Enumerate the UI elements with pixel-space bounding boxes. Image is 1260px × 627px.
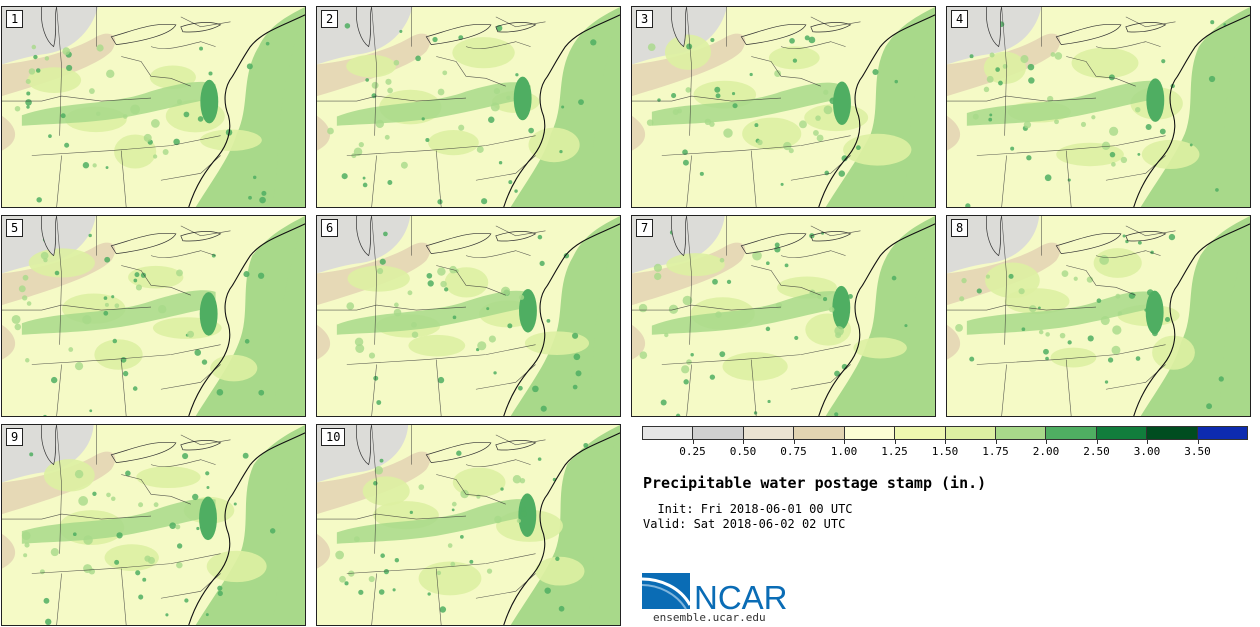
member-label: 3 <box>636 10 654 28</box>
colorbar-tick-label: 1.50 <box>923 440 967 458</box>
member-label: 2 <box>321 10 339 28</box>
ensemble-member-panel-10[interactable]: 10 <box>316 424 621 626</box>
pw-map-8 <box>947 216 1250 416</box>
colorbar-tick-label: 1.00 <box>822 440 866 458</box>
pw-map-7 <box>632 216 935 416</box>
pw-map-10 <box>317 425 620 625</box>
ncar-logo-mark: NCAR <box>641 573 788 616</box>
ensemble-member-panel-7[interactable]: 7 <box>631 215 936 417</box>
colorbar-tick-label: 3.00 <box>1125 440 1169 458</box>
site-url[interactable]: ensemble.ucar.edu <box>653 611 766 624</box>
member-label: 9 <box>6 428 24 446</box>
colorbar-swatch <box>643 427 694 439</box>
colorbar-tick-label: 0.50 <box>721 440 765 458</box>
colorbar-swatch <box>1147 427 1198 439</box>
colorbar-tick-label: 2.00 <box>1024 440 1068 458</box>
ensemble-member-panel-5[interactable]: 5 <box>1 215 306 417</box>
pw-map-5 <box>2 216 305 416</box>
valid-time: Valid: Sat 2018-06-02 02 UTC <box>643 517 846 531</box>
ensemble-member-panel-6[interactable]: 6 <box>316 215 621 417</box>
colorbar-swatch <box>945 427 996 439</box>
colorbar-swatch <box>1046 427 1097 439</box>
ensemble-member-panel-4[interactable]: 4 <box>946 6 1251 208</box>
member-label: 4 <box>951 10 969 28</box>
member-label: 1 <box>6 10 24 28</box>
init-time: Init: Fri 2018-06-01 00 UTC <box>643 502 853 516</box>
member-label: 7 <box>636 219 654 237</box>
pw-map-6 <box>317 216 620 416</box>
colorbar-swatch <box>995 427 1047 439</box>
colorbar-ticks: 0.25 0.50 0.75 1.00 1.25 1.50 1.75 2.00 2.50 3.00… <box>642 440 1248 460</box>
colorbar-swatch <box>1096 427 1148 439</box>
pw-map-1 <box>2 7 305 207</box>
ensemble-member-panel-9[interactable]: 9 <box>1 424 306 626</box>
colorbar-tick-label: 1.25 <box>873 440 917 458</box>
member-label: 8 <box>951 219 969 237</box>
pw-map-9 <box>2 425 305 625</box>
pw-map-3 <box>632 7 935 207</box>
logo-text: NCAR <box>694 579 788 613</box>
pw-map-4 <box>947 7 1250 207</box>
colorbar-swatch <box>895 427 946 439</box>
colorbar-tick-label: 3.50 <box>1176 440 1220 458</box>
chart-title: Precipitable water postage stamp (in.) <box>643 474 987 492</box>
colorbar-tick-label: 2.50 <box>1075 440 1119 458</box>
colorbar-tick-label: 0.75 <box>772 440 816 458</box>
ensemble-member-panel-1[interactable]: 1 <box>1 6 306 208</box>
colorbar-swatch <box>743 427 795 439</box>
colorbar-tick-label: 0.25 <box>671 440 715 458</box>
member-label: 6 <box>321 219 339 237</box>
colorbar-swatch <box>794 427 845 439</box>
colorbar-swatch <box>693 427 744 439</box>
colorbar-swatch <box>844 427 896 439</box>
colorbar-tick-label: 1.75 <box>974 440 1018 458</box>
member-label: 5 <box>6 219 24 237</box>
ensemble-member-panel-3[interactable]: 3 <box>631 6 936 208</box>
colorbar <box>642 426 1248 440</box>
ncar-logo[interactable]: NCAR <box>641 571 792 616</box>
ensemble-member-panel-2[interactable]: 2 <box>316 6 621 208</box>
ensemble-member-panel-8[interactable]: 8 <box>946 215 1251 417</box>
pw-map-2 <box>317 7 620 207</box>
member-label: 10 <box>321 428 346 446</box>
colorbar-swatch <box>1197 427 1248 439</box>
